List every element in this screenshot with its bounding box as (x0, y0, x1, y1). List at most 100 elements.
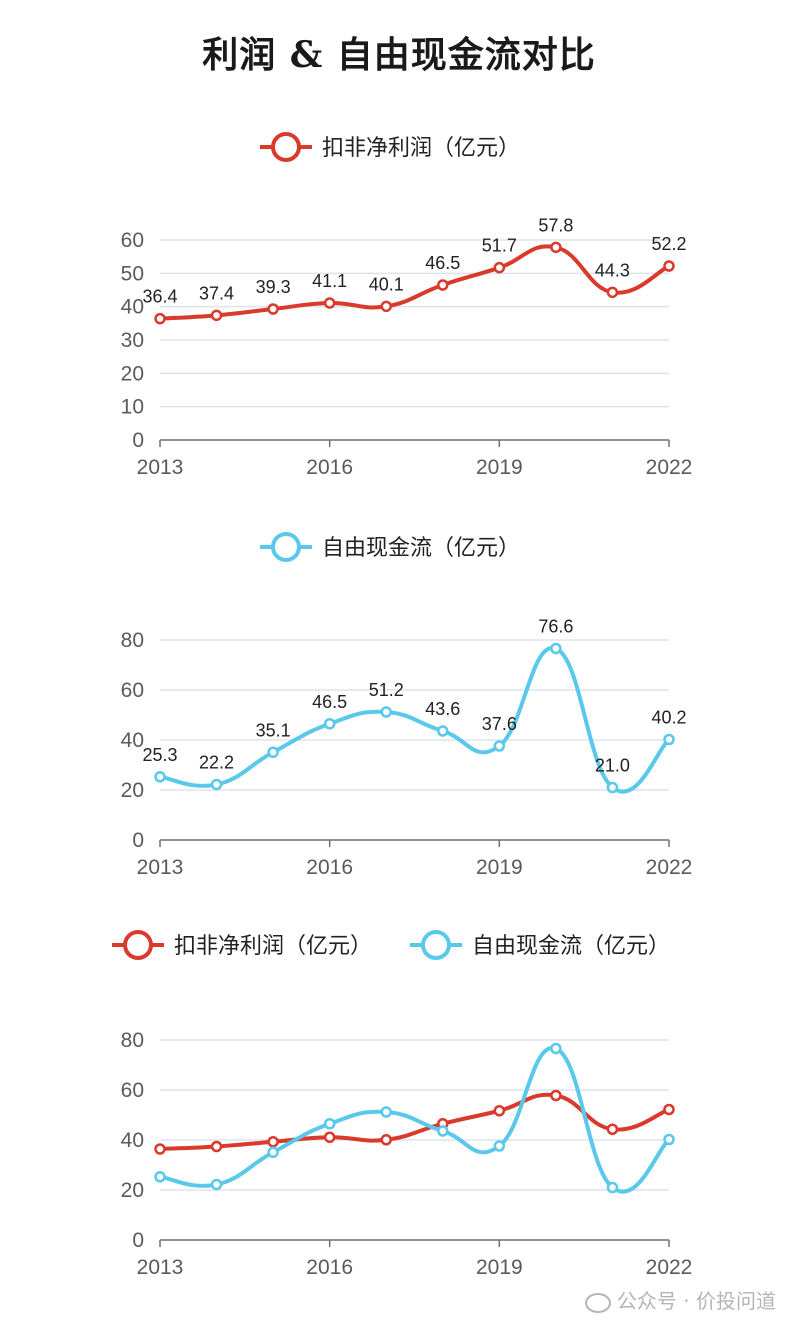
y-tick-label: 0 (132, 429, 144, 452)
data-label: 22.2 (199, 753, 234, 773)
x-tick-label: 2019 (476, 1256, 523, 1279)
y-tick-label: 80 (121, 1029, 144, 1052)
data-label: 39.3 (256, 277, 291, 297)
legend-label: 扣非净利润（亿元） (322, 136, 520, 161)
data-label: 36.4 (142, 287, 177, 307)
data-point (606, 781, 619, 794)
x-tick-label: 2016 (306, 456, 353, 479)
series-line (159, 244, 670, 321)
data-label: 46.5 (312, 692, 347, 712)
data-label: 51.7 (482, 236, 517, 256)
y-tick-label: 20 (121, 362, 144, 385)
data-point (437, 725, 449, 737)
x-tick-label: 2013 (137, 456, 184, 479)
data-point (154, 312, 166, 325)
page-title: 利润 & 自由现金流对比 (202, 34, 596, 76)
y-tick-label: 10 (121, 396, 144, 419)
y-tick-label: 20 (121, 1179, 144, 1202)
x-tick-label: 2016 (306, 1256, 353, 1279)
x-tick-label: 2022 (646, 856, 693, 879)
y-tick-label: 50 (121, 262, 144, 285)
legend-item: 扣非净利润（亿元） (260, 132, 520, 162)
data-label: 37.6 (482, 714, 517, 734)
x-tick-label: 2013 (137, 856, 184, 879)
wechat-icon (584, 1292, 611, 1313)
x-tick-label: 2019 (476, 456, 523, 479)
legend-label: 扣非净利润（亿元） (174, 934, 372, 959)
data-label: 43.6 (425, 699, 460, 719)
y-tick-label: 40 (121, 1129, 144, 1152)
y-tick-label: 60 (121, 229, 144, 252)
data-point (380, 1106, 392, 1118)
data-point (380, 1134, 392, 1146)
data-point (606, 286, 619, 299)
watermark-text: 公众号 · 价投问道 (616, 1289, 776, 1313)
data-label: 40.2 (651, 708, 686, 728)
data-point (323, 718, 336, 730)
data-point (210, 309, 223, 322)
data-point (154, 771, 166, 783)
data-point (550, 1089, 562, 1102)
data-label: 37.4 (199, 283, 234, 303)
data-label: 35.1 (256, 720, 291, 740)
y-tick-label: 60 (121, 1079, 144, 1102)
x-tick-label: 2016 (306, 856, 353, 879)
y-tick-label: 80 (121, 629, 144, 652)
data-point (380, 300, 392, 313)
x-tick-label: 2013 (137, 1256, 184, 1279)
data-point (267, 746, 279, 758)
data-point (493, 740, 506, 752)
data-label: 51.2 (369, 680, 404, 700)
legend-label: 自由现金流（亿元） (472, 934, 670, 959)
y-tick-label: 40 (121, 296, 144, 319)
data-label: 21.0 (595, 756, 630, 776)
y-tick-label: 0 (132, 829, 144, 852)
data-label: 40.1 (369, 274, 404, 294)
chart-3: 扣非净利润（亿元） 自由现金流（亿元） 0 20 40 60 80 2013 2016 2019 2… (112, 930, 693, 1279)
data-point (154, 1143, 166, 1155)
data-label: 46.5 (425, 253, 460, 273)
data-label: 44.3 (595, 260, 630, 280)
legend-marker (123, 930, 153, 960)
data-point (550, 241, 562, 254)
data-point (606, 1123, 619, 1135)
data-label: 41.1 (312, 271, 347, 291)
y-tick-label: 30 (121, 329, 144, 352)
data-point (267, 1146, 279, 1158)
y-tick-label: 20 (121, 779, 144, 802)
data-point (380, 706, 392, 718)
data-point (550, 1042, 562, 1055)
legend-item: 扣非净利润（亿元） (112, 930, 372, 960)
data-label: 76.6 (538, 617, 573, 637)
data-point (493, 1140, 506, 1152)
legend-item: 自由现金流（亿元） (410, 930, 670, 960)
data-point (437, 279, 449, 291)
data-point (210, 778, 223, 791)
data-point (550, 642, 562, 655)
data-point (210, 1140, 223, 1153)
data-label: 52.2 (651, 234, 686, 254)
x-tick-label: 2019 (476, 856, 523, 879)
x-tick-label: 2022 (646, 456, 693, 479)
data-point (323, 297, 336, 309)
legend-marker (271, 132, 301, 162)
watermark: 公众号 · 价投问道 (584, 1285, 776, 1314)
legend-marker (271, 532, 301, 562)
y-tick-label: 60 (121, 679, 144, 702)
y-tick-label: 0 (132, 1229, 144, 1252)
series-line (159, 646, 671, 794)
data-label: 57.8 (538, 215, 573, 235)
data-point (267, 303, 279, 315)
chart-2: 自由现金流（亿元） 0 20 40 60 80 2013 2016 2019 2022 25.3 22… (121, 532, 693, 879)
x-tick-label: 2022 (646, 1256, 693, 1279)
chart-1: 扣非净利润（亿元） 0 10 20 30 40 50 60 2013 2016 2019 2022 36… (121, 132, 693, 479)
data-point (663, 733, 675, 746)
legend-marker (421, 930, 451, 960)
legend-item: 自由现金流（亿元） (260, 532, 520, 562)
data-point (323, 1131, 336, 1143)
legend-label: 自由现金流（亿元） (322, 536, 520, 561)
data-point (323, 1118, 336, 1130)
series-line (159, 1092, 670, 1151)
y-tick-label: 40 (121, 729, 144, 752)
